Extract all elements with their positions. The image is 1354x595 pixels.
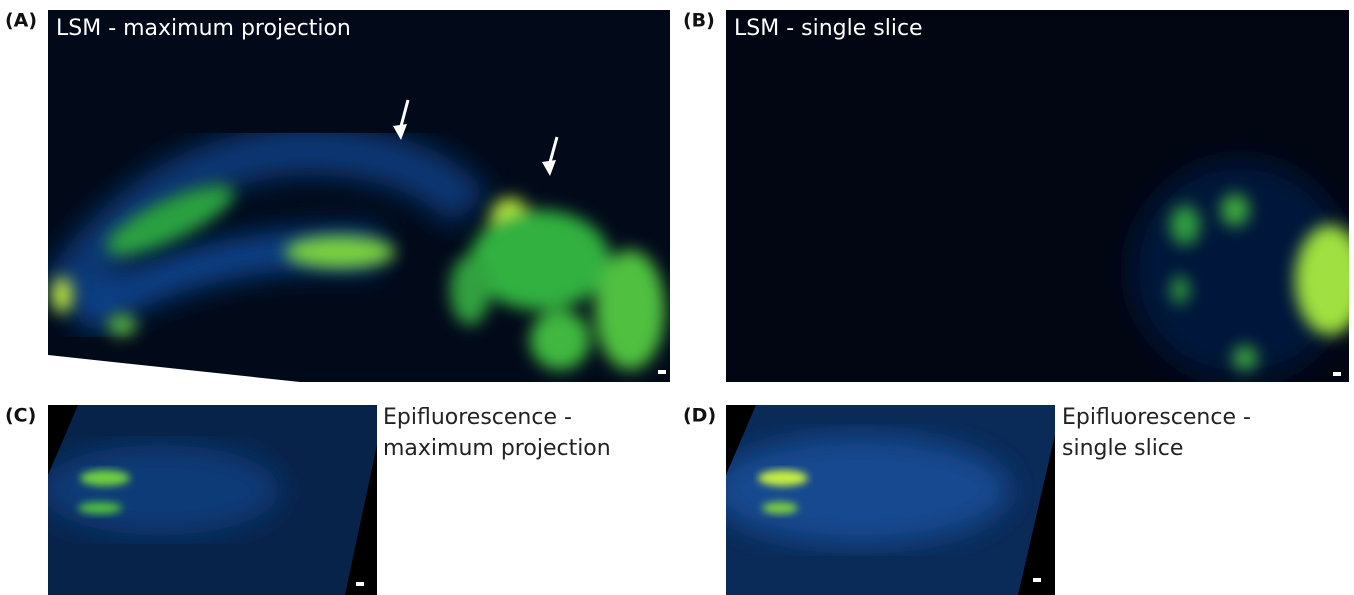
panel-letter: (A) [5,10,37,32]
panel-caption: Epifluorescence - [383,405,572,430]
panel-letter: (C) [5,405,36,427]
panel-a-image [48,10,670,382]
figure: (A) LSM - maximum projection (B) LSM - s… [0,0,1354,595]
panel-c-image [40,405,377,595]
panel-b-image [726,10,1354,382]
panel-caption: single slice [1062,436,1183,461]
panel-caption: LSM - maximum projection [56,16,351,41]
panel-d-image [710,405,1055,595]
panel-caption: maximum projection [383,436,611,461]
panel-caption: LSM - single slice [734,16,923,41]
panel-letter: (D) [683,405,716,427]
panel-letter: (B) [683,10,715,32]
panel-caption: Epifluorescence - [1062,405,1251,430]
